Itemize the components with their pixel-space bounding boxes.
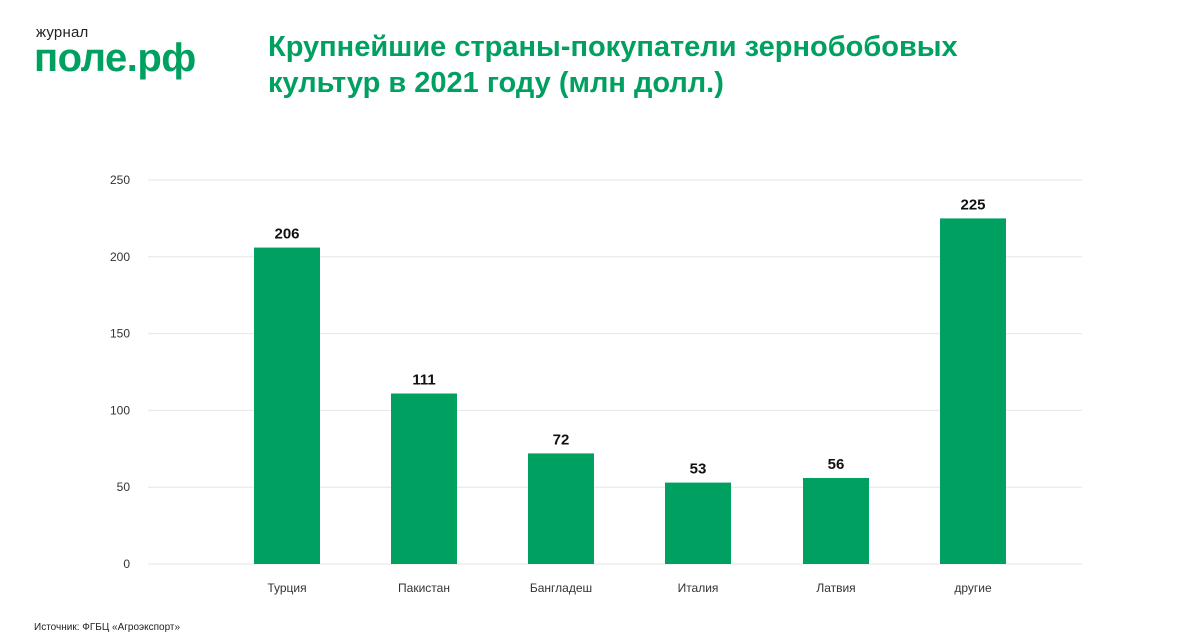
value-label-6: 225 <box>960 196 985 213</box>
value-label-4: 53 <box>690 461 707 478</box>
value-label-1: 206 <box>274 226 299 243</box>
category-label-5: Латвия <box>816 581 855 595</box>
category-label-4: Италия <box>678 581 719 595</box>
category-label-6: другие <box>954 581 992 595</box>
bar-5 <box>803 477 869 564</box>
bar-3 <box>528 453 594 564</box>
logo: журнал поле.рф <box>34 24 234 84</box>
y-tick-label-250: 250 <box>110 173 130 187</box>
y-tick-label-100: 100 <box>110 403 130 417</box>
category-label-2: Пакистан <box>398 581 450 595</box>
y-tick-label-150: 150 <box>110 327 130 341</box>
value-label-3: 72 <box>553 431 570 448</box>
logo-small-text: журнал <box>36 24 89 41</box>
logo-big-text: поле.рф <box>34 36 196 80</box>
bar-1 <box>254 247 320 565</box>
category-label-1: Турция <box>267 581 306 595</box>
source-note: Источник: ФГБЦ «Агроэкспорт» <box>34 622 181 633</box>
bar-layer <box>254 218 1006 565</box>
chart-title: Крупнейшие страны-покупатели зернобобовы… <box>268 31 958 99</box>
label-layer: 0 50 100 150 200 250 206 Турция 111 Пакистан 72 Бан… <box>110 173 992 595</box>
y-tick-label-50: 50 <box>117 480 131 494</box>
category-label-3: Бангладеш <box>530 581 592 595</box>
value-label-2: 111 <box>412 372 435 389</box>
bar-2 <box>391 393 457 564</box>
y-tick-label-0: 0 <box>123 557 130 571</box>
y-tick-label-200: 200 <box>110 250 130 264</box>
bar-6 <box>940 218 1006 564</box>
bar-4 <box>665 482 731 564</box>
value-label-5: 56 <box>828 456 845 473</box>
